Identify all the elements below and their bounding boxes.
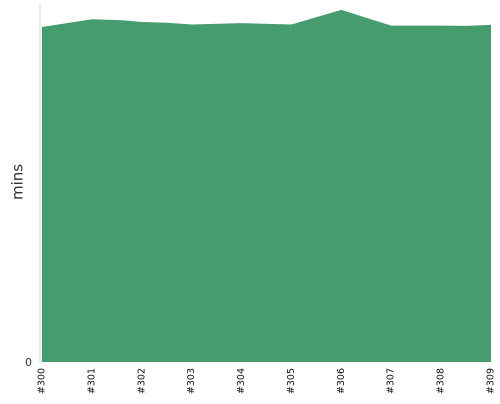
x-tick-label: #305 — [286, 368, 297, 394]
x-tick-label: #300 — [37, 368, 48, 394]
plot-area — [42, 9, 491, 363]
y-axis-label: mins — [9, 164, 27, 200]
x-tick-label: #304 — [236, 368, 247, 394]
y-tick-label: 0 — [25, 356, 32, 369]
x-tick-label: #306 — [336, 368, 347, 394]
x-tick-label: #303 — [186, 368, 197, 394]
x-tick-label: #307 — [386, 368, 397, 394]
x-tick-label: #302 — [136, 368, 147, 394]
x-tick-label: #301 — [86, 368, 97, 394]
tick-labels: 0 #300 #301 #302 #303 #304 #305 #306 #307 #308 #30… — [25, 356, 497, 394]
x-tick-label: #308 — [436, 368, 447, 394]
area-series-0 — [42, 9, 491, 363]
x-tick-label: #309 — [486, 368, 497, 394]
